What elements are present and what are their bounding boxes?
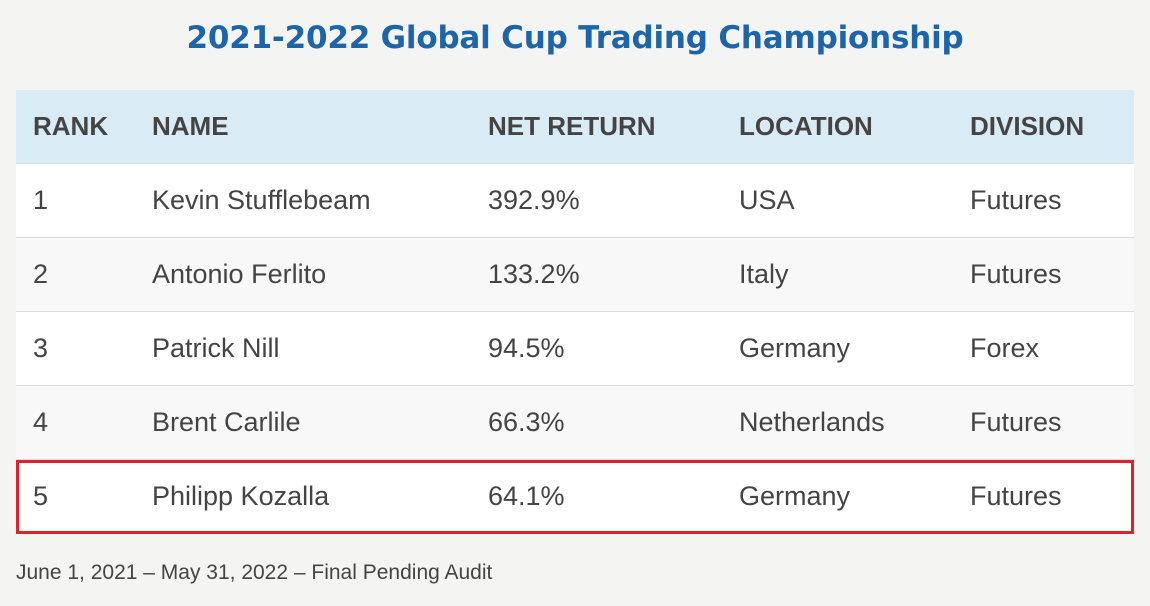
cell-name: Antonio Ferlito	[152, 259, 327, 289]
table-row: 1 Kevin Stufflebeam 392.9% USA Futures	[16, 164, 1134, 238]
header-name: NAME	[152, 111, 229, 141]
cell-net-return: 133.2%	[488, 259, 580, 289]
cell-rank: 1	[33, 185, 49, 215]
cell-net-return: 94.5%	[488, 333, 565, 363]
table-row: 3 Patrick Nill 94.5% Germany Forex	[16, 312, 1134, 386]
cell-division: Futures	[970, 185, 1062, 215]
cell-location: Germany	[739, 481, 851, 511]
cell-location: USA	[739, 185, 795, 215]
cell-net-return: 392.9%	[488, 185, 580, 215]
cell-division: Futures	[970, 481, 1062, 511]
cell-division: Futures	[970, 407, 1062, 437]
cell-name: Brent Carlile	[152, 407, 301, 437]
table-header-row: RANK NAME NET RETURN LOCATION DIVISION	[16, 90, 1134, 164]
cell-name: Philipp Kozalla	[152, 481, 330, 511]
table-row: 2 Antonio Ferlito 133.2% Italy Futures	[16, 238, 1134, 312]
cell-name: Patrick Nill	[152, 333, 280, 363]
header-division: DIVISION	[970, 111, 1085, 141]
header-net-return: NET RETURN	[488, 111, 656, 141]
cell-division: Forex	[970, 333, 1040, 363]
table-row: 4 Brent Carlile 66.3% Netherlands Future…	[16, 386, 1134, 460]
cell-rank: 3	[33, 333, 49, 363]
cell-location: Netherlands	[739, 407, 885, 437]
page-title: 2021-2022 Global Cup Trading Championshi…	[186, 20, 964, 56]
cell-division: Futures	[970, 259, 1062, 289]
cell-location: Italy	[739, 259, 789, 289]
cell-rank: 2	[33, 259, 49, 289]
table-row-highlighted: 5 Philipp Kozalla 64.1% Germany Futures	[16, 460, 1134, 534]
cell-name: Kevin Stufflebeam	[152, 185, 371, 215]
cell-location: Germany	[739, 333, 851, 363]
cell-rank: 4	[33, 407, 49, 437]
cell-net-return: 66.3%	[488, 407, 565, 437]
header-rank: RANK	[33, 111, 109, 141]
date-range-footnote: June 1, 2021 – May 31, 2022 – Final Pend…	[16, 561, 493, 584]
leaderboard-table: RANK NAME NET RETURN LOCATION DIVISION 1…	[16, 90, 1134, 534]
header-location: LOCATION	[739, 111, 873, 141]
cell-rank: 5	[33, 481, 49, 511]
cell-net-return: 64.1%	[488, 481, 565, 511]
